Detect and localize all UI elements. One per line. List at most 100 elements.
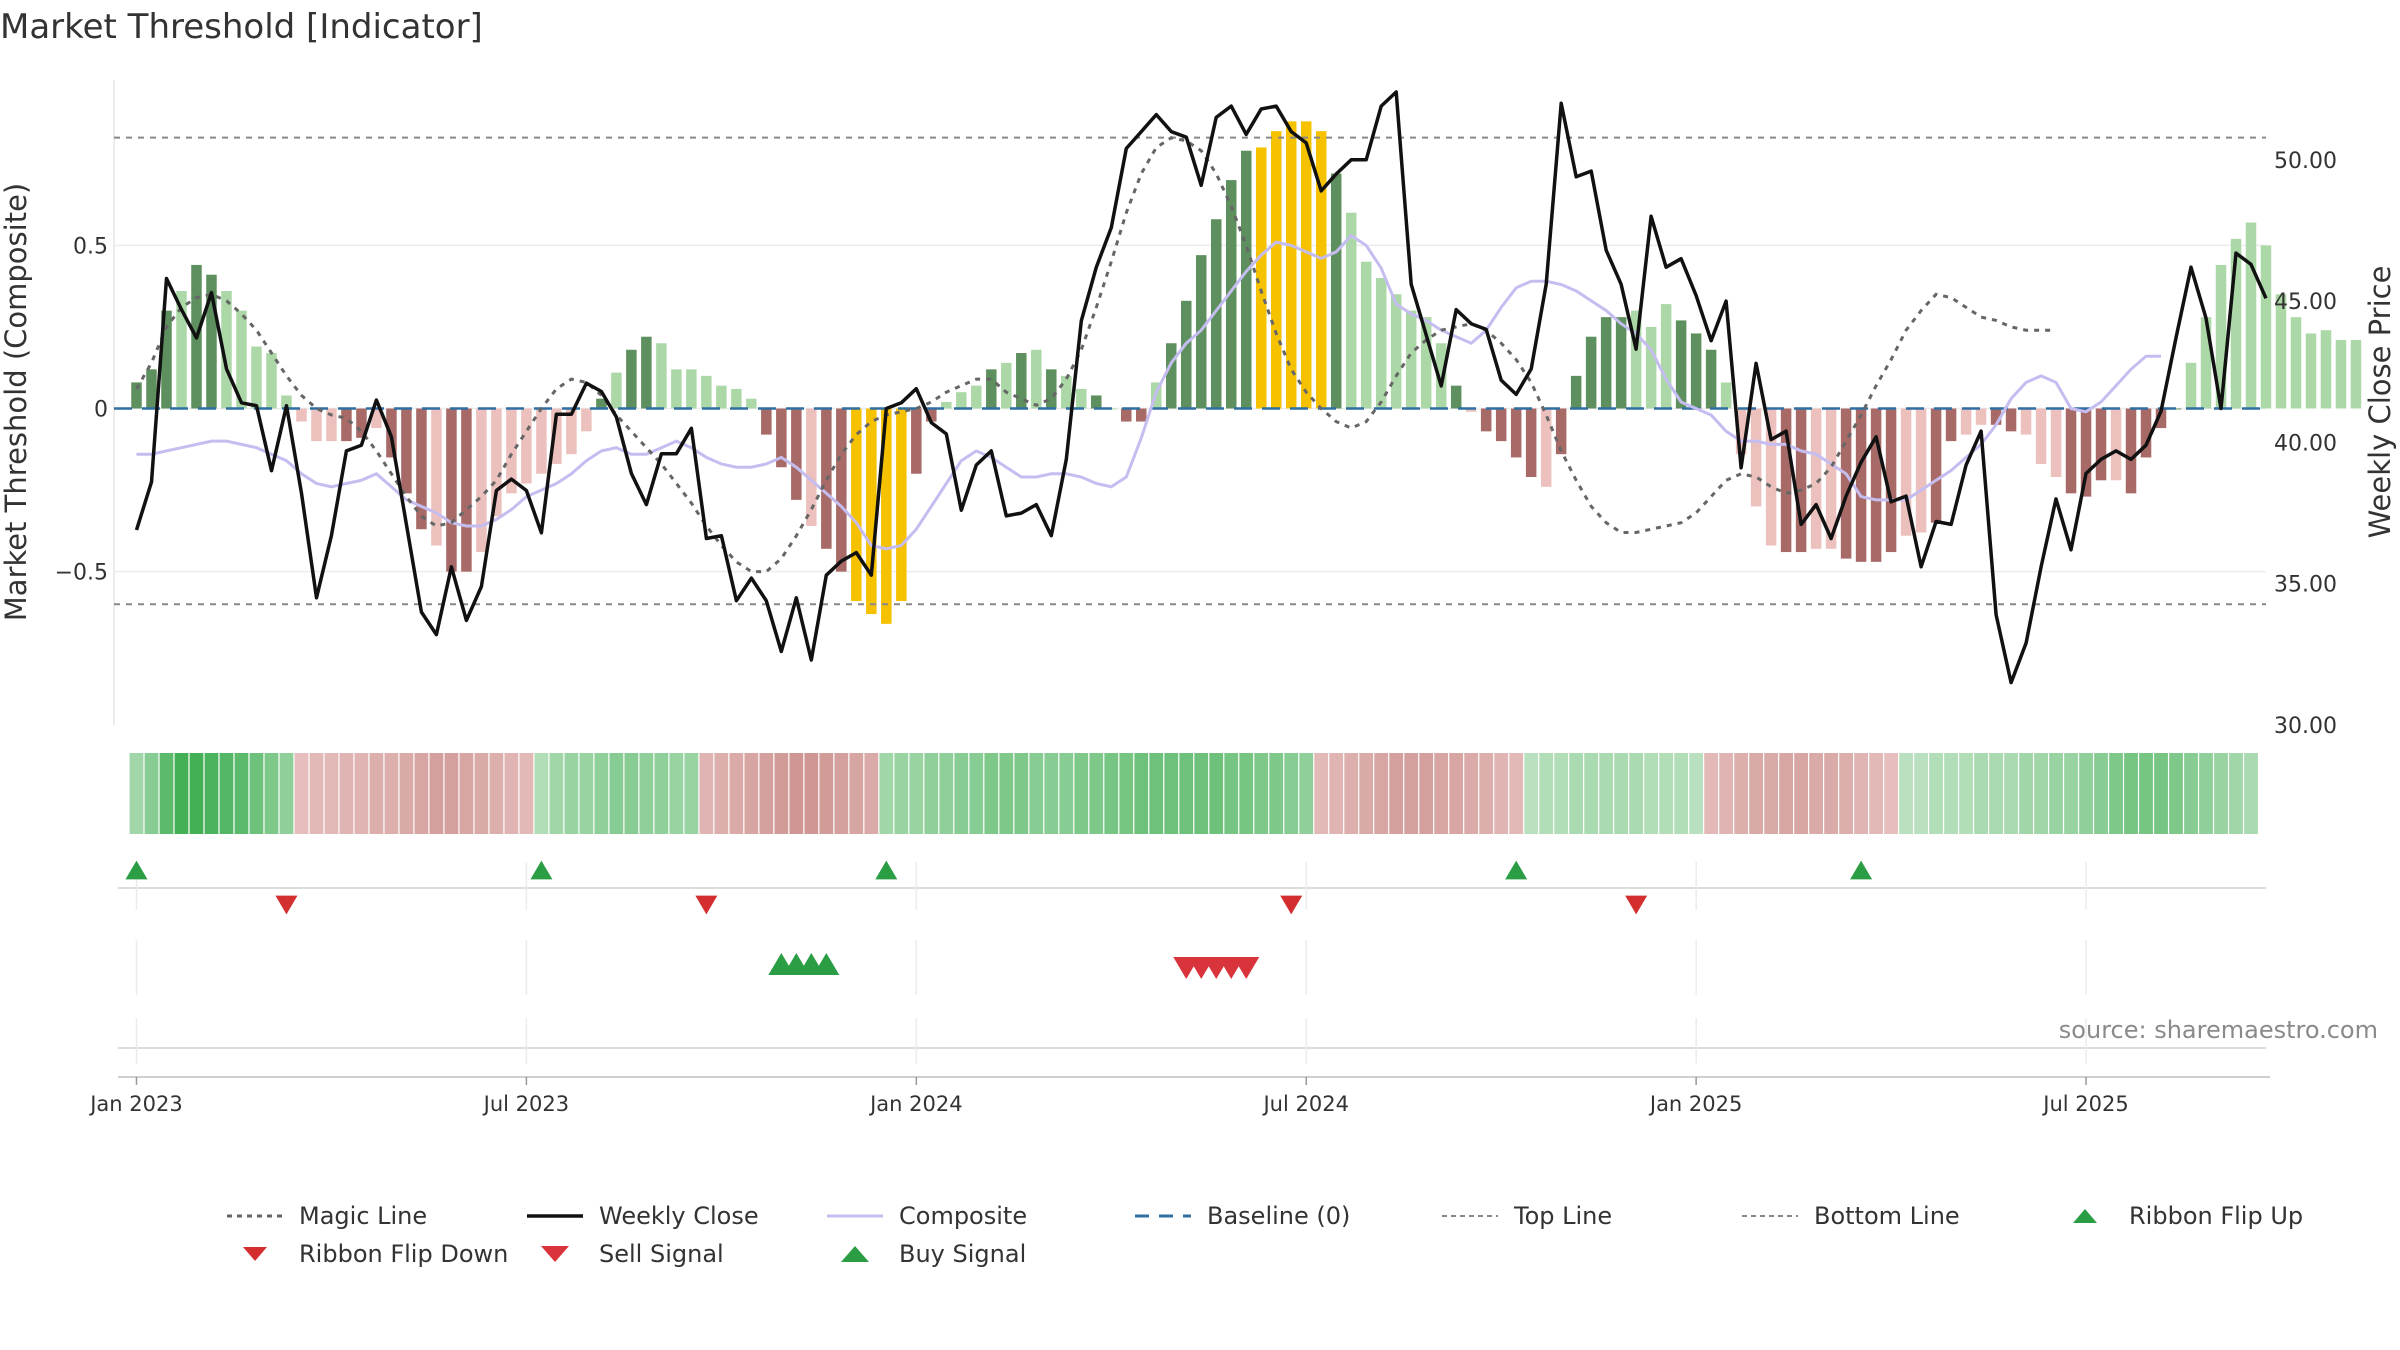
ribbon-cell	[519, 753, 534, 834]
legend-item-sell: Sell Signal	[525, 1236, 724, 1272]
ribbon-cell	[774, 753, 789, 834]
ribbon-cell	[1824, 753, 1838, 834]
composite-bar	[701, 375, 712, 409]
ribbon-cell	[219, 753, 234, 834]
ribbon-cell	[1479, 753, 1494, 834]
composite-bar	[446, 408, 457, 572]
ribbon-cell	[1044, 753, 1059, 834]
ribbon-cell	[1689, 753, 1704, 834]
ribbon-cell	[1704, 753, 1719, 834]
y-axis-right-label: Weekly Close Price	[2363, 266, 2397, 539]
composite-bar	[776, 408, 787, 468]
ribbon-cell	[1104, 753, 1119, 834]
composite-bar	[836, 408, 847, 572]
weekly-close-line	[134, 90, 2268, 685]
legend-swatch	[527, 1214, 583, 1218]
ribbon-cell	[414, 753, 429, 834]
ribbon-cell	[1029, 753, 1044, 834]
ribbon-cell	[1914, 753, 1928, 834]
composite-bar	[2200, 317, 2212, 409]
composite-bar	[671, 369, 682, 409]
ribbon-cell	[444, 753, 459, 834]
ribbon-cell	[1224, 753, 1239, 834]
ribbon-cell	[1389, 753, 1404, 834]
ribbon-cell	[1584, 753, 1599, 834]
ribbon-cell	[954, 753, 969, 834]
composite-bar	[2260, 245, 2272, 409]
ribbon-cell	[1659, 753, 1674, 834]
legend-swatch	[827, 1214, 883, 1218]
composite-bar	[1390, 294, 1402, 409]
ribbon-cell	[1734, 753, 1749, 834]
legend-label: Ribbon Flip Down	[299, 1240, 509, 1268]
composite-bar	[266, 353, 277, 409]
ribbon-cell	[1809, 753, 1824, 834]
x-tick-label: Jan 2024	[868, 1092, 963, 1116]
ribbon-cell	[474, 753, 489, 834]
composite-bar	[1001, 362, 1012, 409]
composite-bar	[956, 392, 967, 409]
composite-bar	[2305, 333, 2317, 409]
composite-bar	[971, 385, 982, 409]
ribbon-cell	[1419, 753, 1434, 834]
ribbon-cell	[1074, 753, 1089, 834]
ribbon-cell	[429, 753, 444, 834]
ribbon-cell	[729, 753, 744, 834]
composite-bar	[131, 382, 142, 409]
x-tick-label: Jan 2023	[88, 1092, 183, 1116]
composite-bar	[341, 408, 352, 442]
ribbon-cell	[2154, 753, 2168, 834]
ribbon-cell	[2094, 753, 2108, 834]
ribbon-cell	[1119, 753, 1134, 834]
composite-bar	[1690, 333, 1702, 409]
composite-bar	[1300, 121, 1312, 409]
ribbon-flip-down-marker	[695, 895, 718, 915]
ribbon-cell	[1374, 753, 1389, 834]
ribbon-cell	[1629, 753, 1644, 834]
ribbon-cell	[804, 753, 819, 834]
composite-bar	[296, 408, 307, 422]
composite-bar	[626, 349, 637, 409]
ribbon-cell	[2049, 753, 2063, 834]
legend-swatch	[1135, 1214, 1191, 1218]
ribbon-cell	[1599, 753, 1614, 834]
ribbon-cell	[1854, 753, 1868, 834]
composite-bar	[1840, 408, 1852, 559]
composite-bar	[2125, 408, 2137, 494]
x-tick-label: Jul 2024	[1261, 1092, 1348, 1116]
composite-bar	[1255, 147, 1267, 409]
legend-item-weekly: Weekly Close	[525, 1198, 759, 1234]
ribbon-cell	[609, 753, 624, 834]
legend-label: Weekly Close	[599, 1202, 759, 1230]
legend-label: Bottom Line	[1814, 1202, 1960, 1230]
legend-item-baseline: Baseline (0)	[1133, 1198, 1350, 1234]
composite-bar	[1525, 408, 1537, 478]
composite-bar	[1900, 408, 1912, 536]
composite-bar	[746, 398, 757, 409]
ribbon-cell	[129, 753, 144, 834]
ribbon-cell	[1644, 753, 1659, 834]
composite-bar	[1990, 408, 2002, 425]
composite-bar	[926, 408, 937, 422]
legend-item-flipdown: Ribbon Flip Down	[225, 1236, 508, 1272]
legend-label: Magic Line	[299, 1202, 428, 1230]
ribbon-cell	[924, 753, 939, 834]
ribbon-cell	[2034, 753, 2048, 834]
composite-bar	[1825, 408, 1837, 549]
ribbon-cell	[624, 753, 639, 834]
composite-bar	[2095, 408, 2107, 481]
composite-bar	[2230, 238, 2242, 409]
ribbon-cell	[1239, 753, 1254, 834]
ribbon-cell	[159, 753, 174, 834]
ribbon-cell	[1134, 753, 1149, 834]
ribbon-cell	[2139, 753, 2153, 834]
composite-bar	[716, 385, 727, 409]
legend-swatch	[1742, 1215, 1798, 1217]
ribbon-cell	[294, 753, 309, 834]
ribbon-cell	[1719, 753, 1734, 834]
composite-bar	[1930, 408, 1942, 523]
composite-bar	[1915, 408, 1927, 533]
composite-bar	[581, 408, 592, 432]
right-tick-label: 45.00	[2274, 290, 2337, 315]
composite-bar	[1061, 375, 1072, 409]
